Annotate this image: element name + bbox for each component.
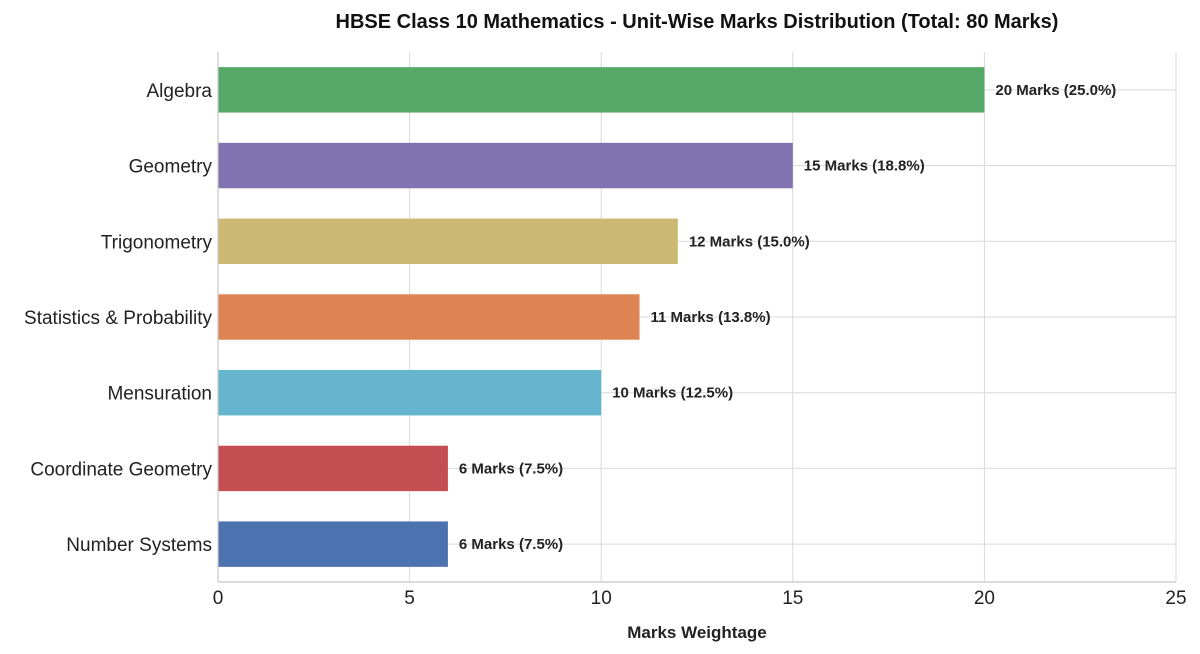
x-axis-title: Marks Weightage xyxy=(627,623,767,642)
category-label: Geometry xyxy=(129,157,213,178)
data-label: 10 Marks (12.5%) xyxy=(612,385,733,402)
data-labels: 20 Marks (25.0%) 15 Marks (18.8%) 12 Marks… xyxy=(459,82,1116,553)
category-label: Trigonometry xyxy=(101,232,213,253)
data-label: 20 Marks (25.0%) xyxy=(995,82,1116,99)
category-label: Number Systems xyxy=(66,535,212,556)
axes xyxy=(217,52,1176,583)
x-tick-label: 5 xyxy=(404,588,415,609)
bars xyxy=(218,67,985,567)
bar xyxy=(218,218,678,264)
bar xyxy=(218,142,793,189)
x-tick-label: 25 xyxy=(1165,588,1186,609)
bar xyxy=(218,521,448,567)
bar xyxy=(218,370,602,416)
category-labels: Algebra Geometry Trigonometry Statistics & … xyxy=(24,81,212,556)
data-label: 12 Marks (15.0%) xyxy=(689,233,810,250)
category-label: Mensuration xyxy=(107,384,212,405)
x-tick-label: 20 xyxy=(974,588,995,609)
data-label: 15 Marks (18.8%) xyxy=(804,158,925,175)
x-tick-label: 0 xyxy=(213,588,224,609)
x-tick-label: 10 xyxy=(591,588,612,609)
x-tick-label: 15 xyxy=(782,588,803,609)
x-tick-labels: 0 5 10 15 20 25 xyxy=(213,588,1187,609)
bar xyxy=(218,294,640,340)
category-label: Coordinate Geometry xyxy=(30,459,212,480)
data-label: 6 Marks (7.5%) xyxy=(459,460,563,477)
data-label: 11 Marks (13.8%) xyxy=(651,309,771,326)
bar xyxy=(218,67,985,113)
category-label: Algebra xyxy=(147,81,213,102)
chart-title: HBSE Class 10 Mathematics - Unit-Wise Ma… xyxy=(336,11,1059,33)
data-label: 6 Marks (7.5%) xyxy=(459,536,563,553)
bar xyxy=(218,445,448,492)
category-label: Statistics & Probability xyxy=(24,308,212,329)
